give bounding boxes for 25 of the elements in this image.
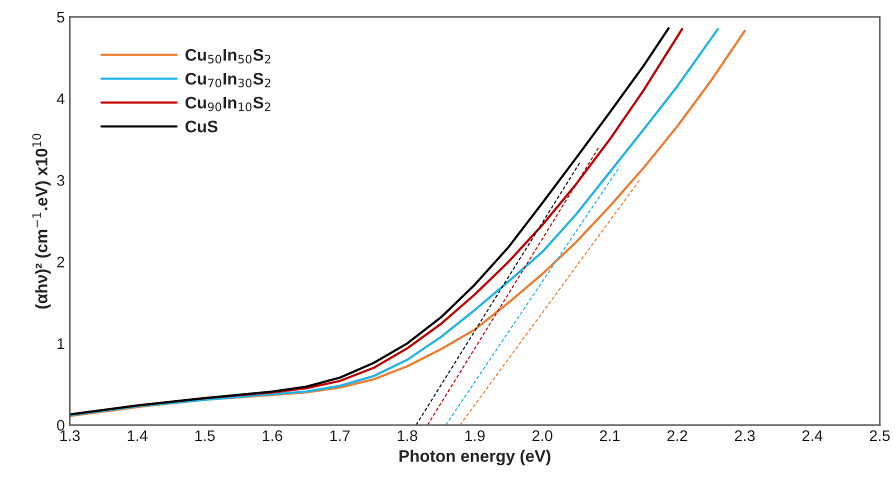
y-tick-label: 1 bbox=[58, 338, 64, 349]
x-tick-label: 1.8 bbox=[398, 430, 418, 442]
x-tick-label: 2.0 bbox=[532, 430, 552, 442]
y-tick-label: 4 bbox=[56, 94, 64, 104]
x-tick-label: 1.6 bbox=[262, 430, 282, 442]
x-tick-label: 1.7 bbox=[330, 430, 350, 441]
x-tick-label: 2.1 bbox=[600, 430, 620, 441]
y-tick-label: 2 bbox=[57, 256, 64, 268]
x-tick-label: 2.2 bbox=[667, 430, 688, 441]
legend-label: Cu$_{90}$In$_{10}$S$_{2}$ bbox=[185, 96, 270, 112]
x-tick-label: 1.5 bbox=[195, 430, 215, 442]
y-tick-label: 0 bbox=[57, 420, 64, 431]
legend-label: CuS bbox=[185, 120, 218, 132]
x-axis-title: Photon energy (eV) bbox=[400, 450, 550, 466]
x-tick-label: 1.9 bbox=[465, 430, 485, 442]
x-tick-label: 2.4 bbox=[802, 430, 822, 441]
legend-label: Cu$_{50}$In$_{50}$S$_{2}$ bbox=[185, 48, 270, 64]
y-tick-label: 5 bbox=[57, 12, 64, 23]
legend-label: Cu$_{70}$In$_{30}$S$_{2}$ bbox=[185, 72, 270, 88]
x-tick-label: 2.3 bbox=[734, 430, 755, 442]
x-tick-label: 1.3 bbox=[60, 430, 80, 442]
y-tick-label: 3 bbox=[57, 175, 64, 186]
y-axis-title: (αhν)² (cm$^{−1}$.eV) x10$^{10}$ bbox=[32, 134, 51, 309]
x-tick-label: 1.4 bbox=[128, 430, 148, 441]
x-tick-label: 2.5 bbox=[870, 430, 890, 442]
